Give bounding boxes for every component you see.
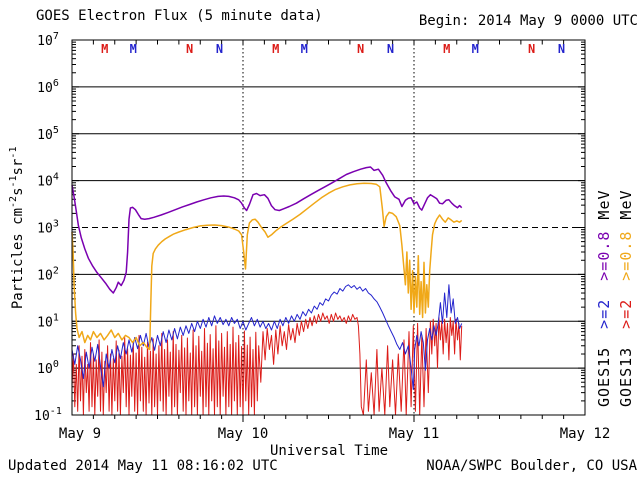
legend-goes13-mev: MeV [617, 189, 635, 220]
legend-goes15-mev: MeV [595, 189, 613, 220]
series-goes13-ge2 [71, 312, 463, 416]
x-axis-label: Universal Time [269, 443, 389, 459]
y-tick-label: 100 [37, 359, 59, 377]
legend-goes15-satellite: GOES15 [595, 346, 613, 407]
chart-title: GOES Electron Flux (5 minute data) [36, 8, 323, 24]
y-tick-label: 104 [37, 172, 59, 190]
x-tick-label: May 11 [389, 426, 440, 442]
marker-M-blue: M [130, 42, 137, 56]
series-goes15-ge2 [71, 284, 463, 390]
begin-timestamp: Begin: 2014 May 9 0000 UTC [418, 13, 638, 29]
legend-goes15: GOES15 >=2 >=0.8 MeV [595, 157, 613, 407]
y-tick-label: 101 [37, 312, 59, 330]
marker-M-red: M [272, 42, 279, 56]
series-goes15-ge08 [71, 166, 463, 294]
legend-goes13-ge08: >=0.8 [617, 230, 635, 281]
plot-border [71, 39, 586, 416]
marker-N-blue: N [558, 42, 565, 56]
series-goes13-ge08 [71, 182, 463, 351]
legend-goes13: GOES13 >=2 >=0.8 MeV [617, 157, 635, 407]
y-tick-label: 106 [37, 78, 59, 96]
legend-goes13-satellite: GOES13 [617, 346, 635, 407]
x-tick-label: May 12 [560, 426, 611, 442]
legend-goes13-ge2: >=2 [617, 298, 635, 329]
marker-M-red: M [101, 42, 108, 56]
source-attribution: NOAA/SWPC Boulder, CO USA [426, 458, 637, 474]
y-tick-label: 102 [37, 265, 59, 283]
marker-M-blue: M [301, 42, 308, 56]
marker-N-red: N [357, 42, 364, 56]
marker-M-red: M [443, 42, 450, 56]
marker-N-red: N [186, 42, 193, 56]
x-tick-label: May 9 [59, 426, 101, 442]
y-tick-label: 105 [37, 125, 59, 143]
marker-N-blue: N [216, 42, 223, 56]
y-tick-label: 103 [37, 219, 59, 237]
x-tick-label: May 10 [218, 426, 269, 442]
updated-timestamp: Updated 2014 May 11 08:16:02 UTC [8, 458, 278, 474]
y-tick-label: 10-1 [34, 406, 62, 424]
legend-goes15-ge2: >=2 [595, 298, 613, 329]
marker-M-blue: M [472, 42, 479, 56]
y-axis-label: Particles cm-2s-1sr-1 [8, 146, 26, 310]
legend-goes15-ge08: >=0.8 [595, 230, 613, 281]
y-tick-label: 107 [37, 31, 59, 49]
marker-N-red: N [528, 42, 535, 56]
marker-N-blue: N [387, 42, 394, 56]
